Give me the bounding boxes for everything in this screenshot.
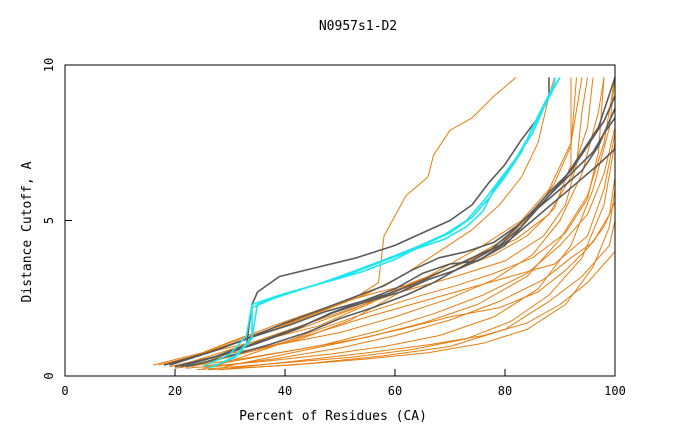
x-tick-label: 20 [168, 384, 182, 398]
series-line-cyan-03 [213, 77, 556, 368]
x-axis-label: Percent of Residues (CA) [239, 409, 427, 424]
series-line-orange-14 [213, 77, 605, 368]
series-line-orange-19 [229, 251, 616, 369]
x-tick-label: 100 [604, 384, 626, 398]
x-tick-label: 60 [388, 384, 402, 398]
series-line-orange-16 [152, 77, 517, 366]
series-line-orange-08 [185, 77, 583, 368]
x-tick-label: 40 [278, 384, 292, 398]
chart-title: N0957s1-D2 [319, 19, 397, 34]
series-line-cyan-02 [202, 76, 561, 368]
series-line-orange-18 [224, 201, 616, 368]
y-tick-label: 5 [42, 217, 56, 224]
y-tick-label: 0 [42, 372, 56, 379]
axis-ticks: 0 20 40 60 80 100 0 5 10 [42, 58, 626, 398]
series-line-orange-12 [163, 77, 555, 366]
series-line-orange-05 [196, 142, 616, 371]
series-line-cyan-01 [207, 76, 561, 369]
series-line-orange-04 [185, 77, 616, 369]
plot-lines [152, 76, 616, 371]
series-line-gray-05 [185, 95, 616, 368]
series-line-gray-06 [169, 77, 616, 366]
y-axis-label: Distance Cutoff, A [20, 161, 35, 302]
series-line-gray-02 [174, 117, 616, 368]
series-line-gray-04 [180, 148, 616, 368]
y-tick-label: 10 [42, 58, 56, 72]
x-tick-label: 80 [498, 384, 512, 398]
series-line-orange-17 [202, 176, 616, 369]
series-line-orange-11 [202, 127, 616, 368]
series-line-gray-03 [163, 108, 616, 366]
series-line-orange-09 [180, 77, 588, 366]
series-line-orange-06 [207, 189, 616, 371]
series-line-orange-10 [191, 133, 616, 368]
series-line-gray-01 [174, 77, 550, 368]
x-tick-label: 0 [61, 384, 68, 398]
series-line-orange-03 [174, 77, 616, 369]
